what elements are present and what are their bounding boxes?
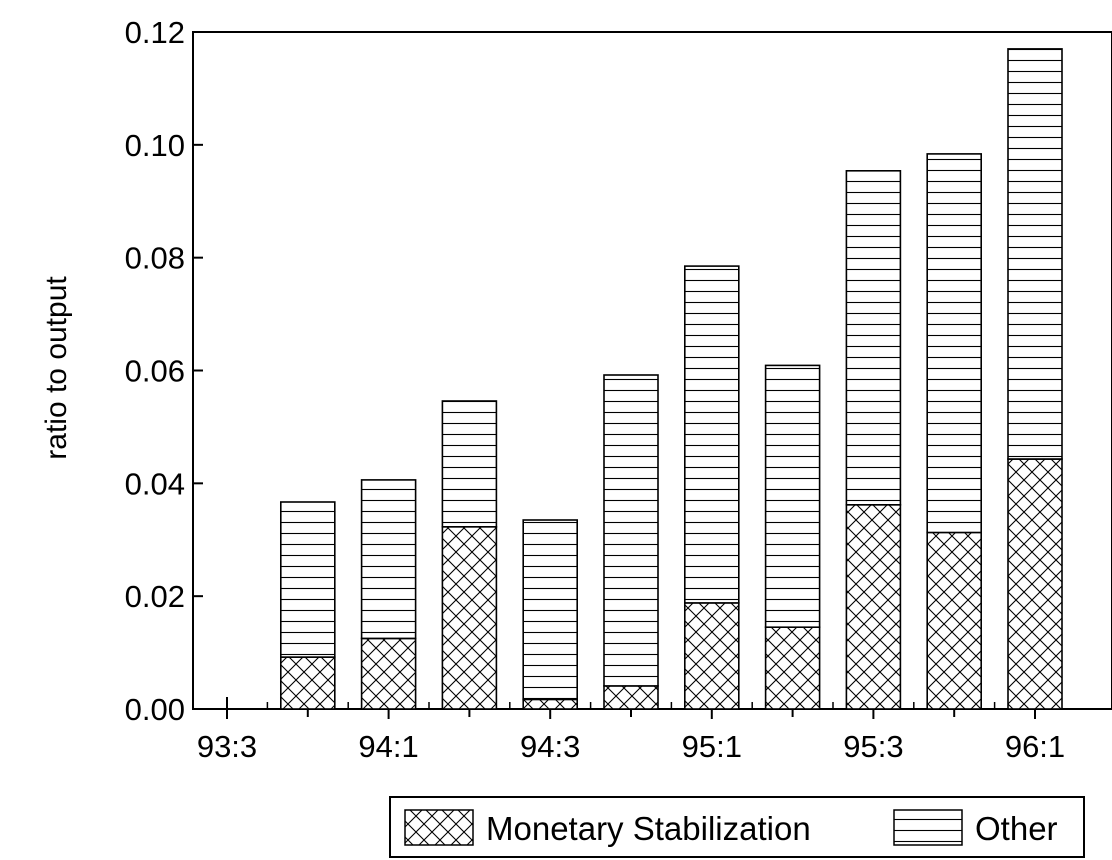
bar-monetary-stabilization [764,626,821,710]
legend-swatch-other [893,809,963,846]
bar-other [360,479,417,640]
legend-label-monetary-stabilization: Monetary Stabilization [486,810,811,847]
bar-monetary-stabilization [441,525,498,710]
x-tick-label: 94:3 [520,729,580,764]
legend-label-other: Other [975,810,1058,847]
y-tick-label: 0.04 [125,466,185,501]
bar-monetary-stabilization [279,656,336,710]
y-tick-label: 0.12 [125,15,185,50]
bar-other [845,170,902,506]
bar-monetary-stabilization [522,698,579,710]
bar-monetary-stabilization [360,637,417,710]
bar-other [603,374,659,687]
bar-other [926,153,983,534]
y-tick-label: 0.00 [125,692,185,727]
x-tick-label: 95:3 [843,729,903,764]
plot-area: 0.00 0.02 0.04 0.06 0.08 0.10 0.12 93:3 94:1 94:… [125,15,1112,764]
y-tick-label: 0.10 [125,128,185,163]
bar-other [683,265,740,604]
x-tick-label: 94:1 [358,729,418,764]
x-tick-label: 93:3 [197,729,257,764]
y-tick-label: 0.08 [125,241,185,276]
legend: Monetary Stabilization Other [389,796,1085,858]
bar-monetary-stabilization [926,531,983,710]
legend-swatch-monetary-stabilization [404,809,474,846]
x-tick-label: 95:1 [682,729,742,764]
y-axis-title: ratio to output [40,276,73,460]
bar-monetary-stabilization [683,602,740,710]
y-tick-label: 0.02 [125,579,185,614]
bar-monetary-stabilization [845,503,902,710]
x-axis: 93:3 94:1 94:3 95:1 95:3 96:1 [197,697,1065,764]
bar-other [764,364,821,628]
bar-other [441,400,498,528]
x-tick-label: 96:1 [1005,729,1065,764]
bar-other [1007,48,1063,460]
bars [279,48,1063,710]
y-tick-label: 0.06 [125,354,185,389]
y-axis: 0.00 0.02 0.04 0.06 0.08 0.10 0.12 [125,15,203,727]
bar-monetary-stabilization [1007,458,1063,710]
bar-other [522,519,579,701]
bar-monetary-stabilization [603,685,659,710]
legend-box [389,796,1085,858]
bar-other [279,501,336,658]
